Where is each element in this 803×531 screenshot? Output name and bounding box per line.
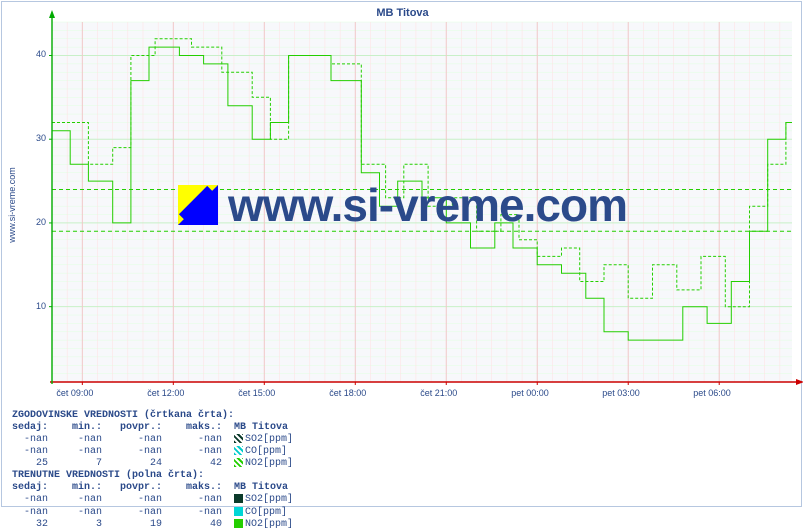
chart-svg [2, 2, 803, 407]
y-tick-label: 40 [16, 49, 46, 59]
x-tick-label: pet 00:00 [511, 388, 549, 398]
legend-swatch [234, 446, 243, 455]
table-row: -nan -nan -nan -nan CO[ppm] [12, 507, 293, 519]
x-tick-label: čet 09:00 [56, 388, 93, 398]
legend-swatch [234, 434, 243, 443]
x-tick-label: čet 21:00 [420, 388, 457, 398]
table-row: 25 7 24 42 NO2[ppm] [12, 458, 293, 470]
x-tick-label: čet 15:00 [238, 388, 275, 398]
x-tick-label: čet 12:00 [147, 388, 184, 398]
data-tables: ZGODOVINSKE VREDNOSTI (črtkana črta):sed… [12, 410, 293, 531]
legend-swatch [234, 458, 243, 467]
y-tick-label: 10 [16, 301, 46, 311]
legend-swatch [234, 494, 243, 503]
table-section-title: TRENUTNE VREDNOSTI (polna črta): [12, 470, 293, 482]
outer-frame: MB Titova www.si-vreme.com www.si-vreme.… [1, 1, 802, 507]
chart-zone: MB Titova www.si-vreme.com www.si-vreme.… [2, 2, 803, 407]
table-row: -nan -nan -nan -nan SO2[ppm] [12, 434, 293, 446]
x-tick-label: pet 03:00 [602, 388, 640, 398]
x-tick-label: pet 06:00 [693, 388, 731, 398]
table-row: -nan -nan -nan -nan SO2[ppm] [12, 494, 293, 506]
y-tick-label: 20 [16, 217, 46, 227]
table-row: 32 3 19 40 NO2[ppm] [12, 519, 293, 531]
table-row: -nan -nan -nan -nan CO[ppm] [12, 446, 293, 458]
x-tick-label: čet 18:00 [329, 388, 366, 398]
table-section-title: ZGODOVINSKE VREDNOSTI (črtkana črta): [12, 410, 293, 422]
legend-swatch [234, 519, 243, 528]
table-header-row: sedaj: min.: povpr.: maks.: MB Titova [12, 482, 293, 494]
table-header-row: sedaj: min.: povpr.: maks.: MB Titova [12, 422, 293, 434]
y-tick-label: 30 [16, 133, 46, 143]
